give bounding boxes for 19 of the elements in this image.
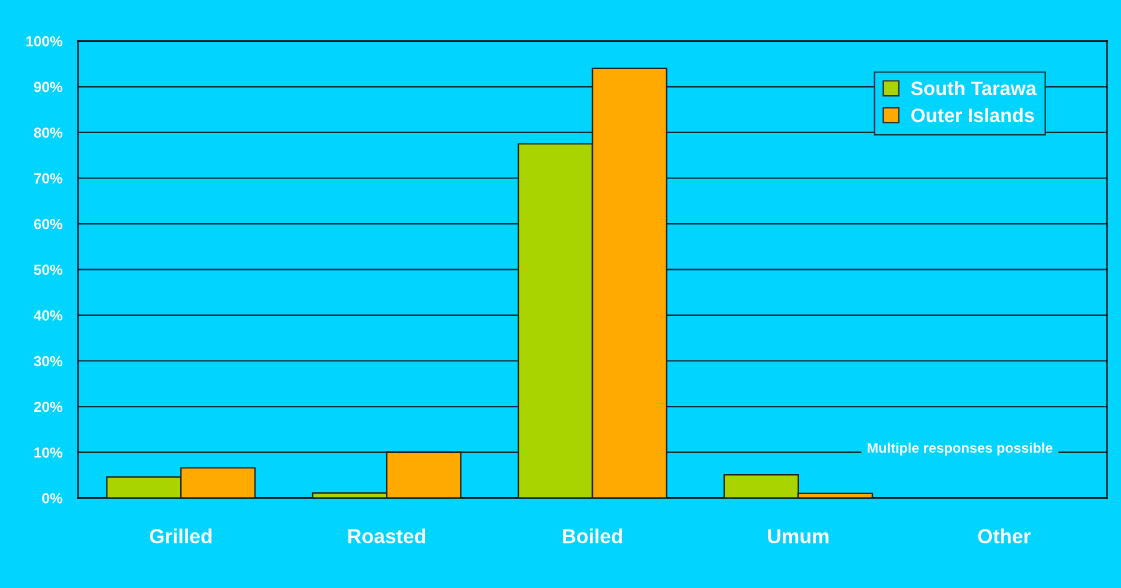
legend-label: Outer Islands (911, 107, 1034, 123)
y-tick-label: 10% (34, 447, 63, 458)
x-tick-label: Umum (768, 529, 829, 544)
y-tick-label: 80% (34, 127, 63, 138)
y-tick-label: 50% (33, 264, 63, 275)
y-tick-label: 0% (42, 493, 63, 504)
y-tick-label: 20% (34, 401, 63, 413)
x-tick-label: Boiled (563, 528, 622, 544)
legend-label: South Tarawa (911, 80, 1037, 96)
x-tick-label: Other (978, 528, 1031, 544)
y-tick-label: 70% (34, 173, 63, 184)
y-tick-label: 100% (26, 36, 63, 47)
y-tick-label: 30% (33, 356, 63, 367)
y-tick-label: 60% (34, 218, 63, 230)
y-tick-label: 90% (34, 81, 63, 93)
x-tick-label: Roasted (348, 528, 426, 544)
annotation: Multiple responses possible (867, 442, 1053, 456)
y-tick-label: 40% (33, 310, 63, 321)
x-tick-label: Grilled (149, 528, 212, 544)
